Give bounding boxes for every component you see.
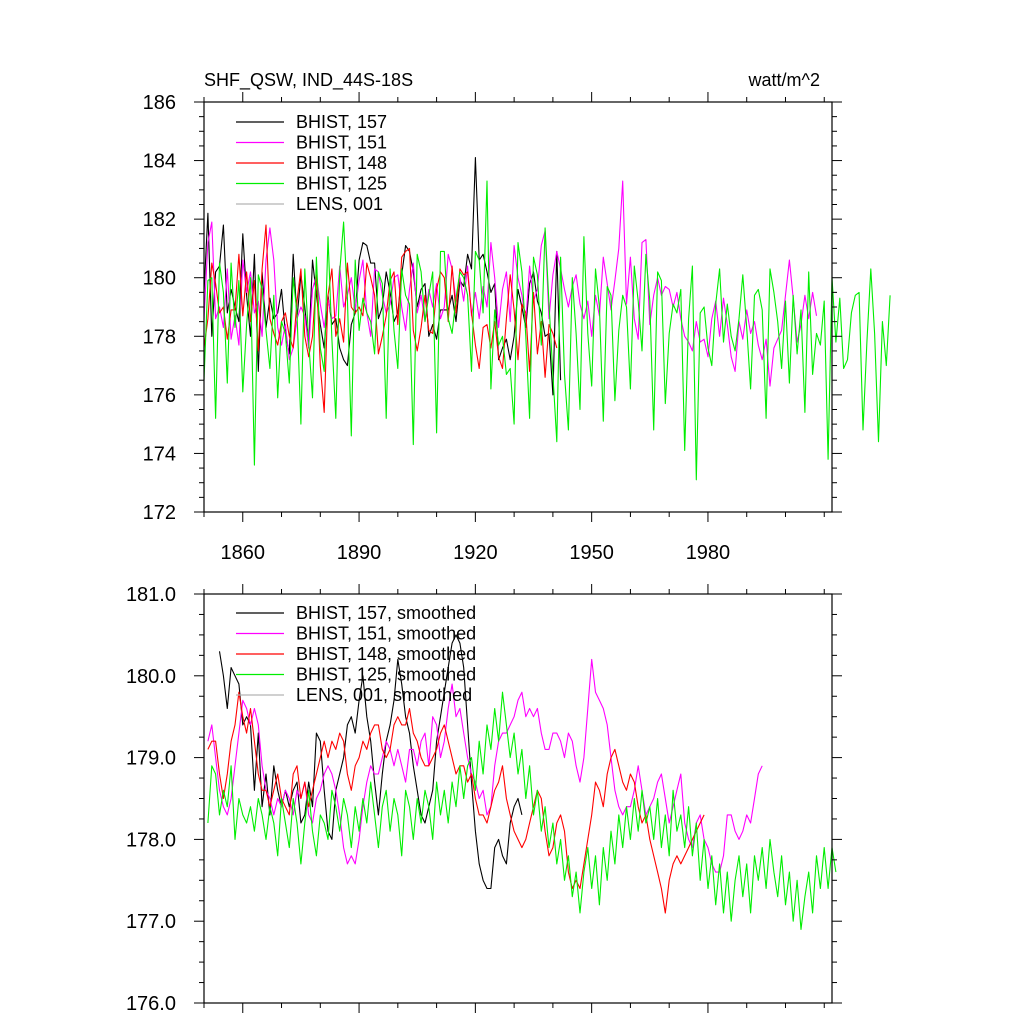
units-label: watt/m^2 bbox=[748, 70, 820, 90]
series-line-0-2 bbox=[203, 224, 558, 413]
legend-label: BHIST, 125, smoothed bbox=[296, 665, 476, 685]
legend-label: BHIST, 148, smoothed bbox=[296, 644, 476, 664]
bottom-panel: 176.0 177.0 178.0 179.0 180.0 181.0 BHIST, 157… bbox=[126, 584, 842, 1015]
legend-label: BHIST, 148 bbox=[296, 153, 387, 173]
legend-label: BHIST, 157 bbox=[296, 112, 387, 132]
legend-label: BHIST, 151 bbox=[296, 133, 387, 153]
series-line-0-0 bbox=[203, 157, 562, 396]
y-tick-label: 178 bbox=[143, 326, 176, 348]
series-line-1-2 bbox=[207, 691, 705, 914]
x-tick-label: 1980 bbox=[686, 542, 731, 564]
x-tick-label: 1890 bbox=[337, 542, 382, 564]
x-tick-label: 1920 bbox=[453, 542, 498, 564]
y-tick-label: 176.0 bbox=[126, 993, 176, 1015]
series-line-0-1 bbox=[203, 180, 818, 387]
y-tick-label: 176 bbox=[143, 385, 176, 407]
y-tick-label: 182 bbox=[143, 209, 176, 231]
y-tick-label: 181.0 bbox=[126, 584, 176, 606]
series-line-1-1 bbox=[207, 658, 763, 873]
legend-label: LENS, 001, smoothed bbox=[296, 685, 472, 705]
y-tick-label: 179.0 bbox=[126, 748, 176, 770]
series-line-1-3 bbox=[207, 691, 837, 930]
series-line-1-0 bbox=[218, 634, 523, 890]
x-tick-label: 1950 bbox=[569, 542, 614, 564]
y-tick-label: 180 bbox=[143, 268, 176, 290]
legend-label: LENS, 001 bbox=[296, 194, 383, 214]
y-tick-label: 177.0 bbox=[126, 911, 176, 933]
legend-label: BHIST, 157, smoothed bbox=[296, 603, 476, 623]
chart-title: SHF_QSW, IND_44S-18S bbox=[204, 70, 413, 91]
legend-label: BHIST, 125 bbox=[296, 174, 387, 194]
y-tick-label: 184 bbox=[143, 151, 176, 173]
y-tick-label: 174 bbox=[143, 443, 176, 465]
legend-label: BHIST, 151, smoothed bbox=[296, 624, 476, 644]
y-tick-label: 178.0 bbox=[126, 829, 176, 851]
y-tick-label: 180.0 bbox=[126, 666, 176, 688]
x-tick-label: 1860 bbox=[221, 542, 266, 564]
y-tick-label: 186 bbox=[143, 92, 176, 114]
y-tick-label: 172 bbox=[143, 502, 176, 524]
series-line-0-3 bbox=[203, 180, 891, 481]
top-panel: 172 174 176 178 180 182 184 186 1860 1890 1920 1950… bbox=[143, 92, 891, 564]
